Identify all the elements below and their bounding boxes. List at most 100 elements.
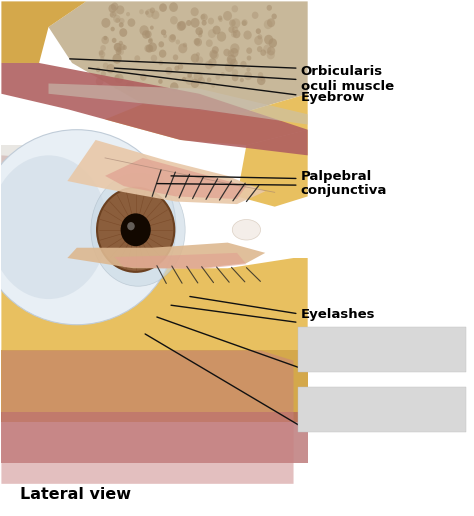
Circle shape [264, 35, 273, 44]
Polygon shape [1, 258, 308, 361]
Polygon shape [1, 145, 72, 166]
Polygon shape [1, 350, 308, 422]
Circle shape [111, 3, 118, 11]
Ellipse shape [232, 219, 261, 240]
Circle shape [178, 43, 187, 53]
Polygon shape [115, 253, 246, 269]
Circle shape [219, 18, 223, 22]
Circle shape [223, 11, 232, 21]
Circle shape [220, 72, 225, 77]
Circle shape [118, 41, 123, 45]
Circle shape [199, 30, 203, 35]
Circle shape [195, 27, 203, 35]
Circle shape [173, 54, 178, 60]
Circle shape [232, 26, 238, 33]
Circle shape [145, 30, 152, 38]
Circle shape [210, 51, 219, 60]
Circle shape [228, 58, 232, 62]
Circle shape [109, 11, 116, 18]
Circle shape [257, 34, 262, 39]
Circle shape [266, 51, 275, 59]
Circle shape [178, 21, 186, 30]
Circle shape [113, 15, 120, 23]
Circle shape [255, 28, 261, 34]
Text: Eyelashes: Eyelashes [301, 308, 375, 321]
FancyBboxPatch shape [298, 388, 465, 432]
Circle shape [223, 49, 230, 56]
Circle shape [96, 67, 100, 72]
Polygon shape [1, 217, 77, 237]
Text: Lateral view: Lateral view [20, 487, 131, 502]
Polygon shape [1, 197, 77, 217]
Circle shape [182, 77, 186, 82]
Circle shape [225, 62, 234, 72]
Circle shape [230, 43, 239, 54]
Circle shape [244, 30, 252, 40]
Circle shape [177, 22, 181, 26]
Circle shape [134, 55, 140, 61]
Circle shape [230, 48, 238, 57]
Circle shape [112, 11, 118, 16]
Polygon shape [1, 412, 308, 463]
Polygon shape [48, 84, 308, 124]
Circle shape [233, 30, 240, 38]
Circle shape [174, 66, 180, 71]
Circle shape [198, 77, 205, 85]
Circle shape [96, 77, 104, 86]
Circle shape [242, 19, 247, 26]
Polygon shape [1, 350, 293, 484]
Circle shape [103, 62, 109, 69]
Circle shape [109, 4, 117, 13]
Circle shape [229, 20, 236, 27]
Circle shape [193, 72, 203, 82]
Circle shape [122, 45, 127, 50]
Text: Palpebral
conjunctiva: Palpebral conjunctiva [301, 170, 387, 197]
Polygon shape [48, 2, 308, 115]
Circle shape [268, 38, 277, 47]
Circle shape [112, 38, 117, 43]
Polygon shape [67, 243, 265, 268]
Circle shape [116, 49, 121, 55]
Circle shape [211, 84, 215, 88]
Polygon shape [1, 2, 86, 63]
Text: Eyebrow: Eyebrow [301, 91, 365, 104]
Circle shape [97, 188, 174, 272]
Circle shape [126, 82, 135, 91]
Circle shape [151, 10, 159, 19]
Circle shape [191, 7, 199, 16]
Circle shape [139, 9, 144, 14]
Circle shape [267, 46, 275, 55]
Polygon shape [67, 140, 265, 204]
Polygon shape [1, 237, 77, 258]
Circle shape [191, 18, 200, 28]
Circle shape [187, 73, 192, 78]
Circle shape [246, 67, 250, 72]
Circle shape [145, 10, 149, 15]
Circle shape [205, 61, 213, 69]
Polygon shape [1, 63, 308, 155]
Text: Orbicularis
oculi muscle: Orbicularis oculi muscle [301, 65, 394, 92]
Circle shape [260, 76, 264, 81]
Circle shape [114, 43, 122, 52]
Circle shape [231, 5, 238, 12]
Circle shape [169, 3, 178, 12]
Circle shape [116, 5, 124, 14]
Circle shape [231, 19, 240, 28]
Circle shape [212, 46, 219, 54]
Circle shape [257, 46, 263, 52]
Circle shape [170, 82, 178, 91]
Circle shape [207, 77, 211, 83]
Circle shape [178, 63, 183, 70]
Circle shape [117, 47, 121, 52]
Circle shape [110, 27, 115, 31]
Circle shape [201, 20, 207, 26]
Circle shape [210, 50, 218, 59]
Circle shape [158, 41, 164, 47]
Circle shape [206, 39, 213, 47]
Circle shape [170, 16, 178, 24]
Polygon shape [1, 176, 77, 197]
Circle shape [158, 60, 163, 66]
Circle shape [159, 4, 167, 12]
Circle shape [139, 25, 149, 36]
Circle shape [242, 21, 246, 26]
